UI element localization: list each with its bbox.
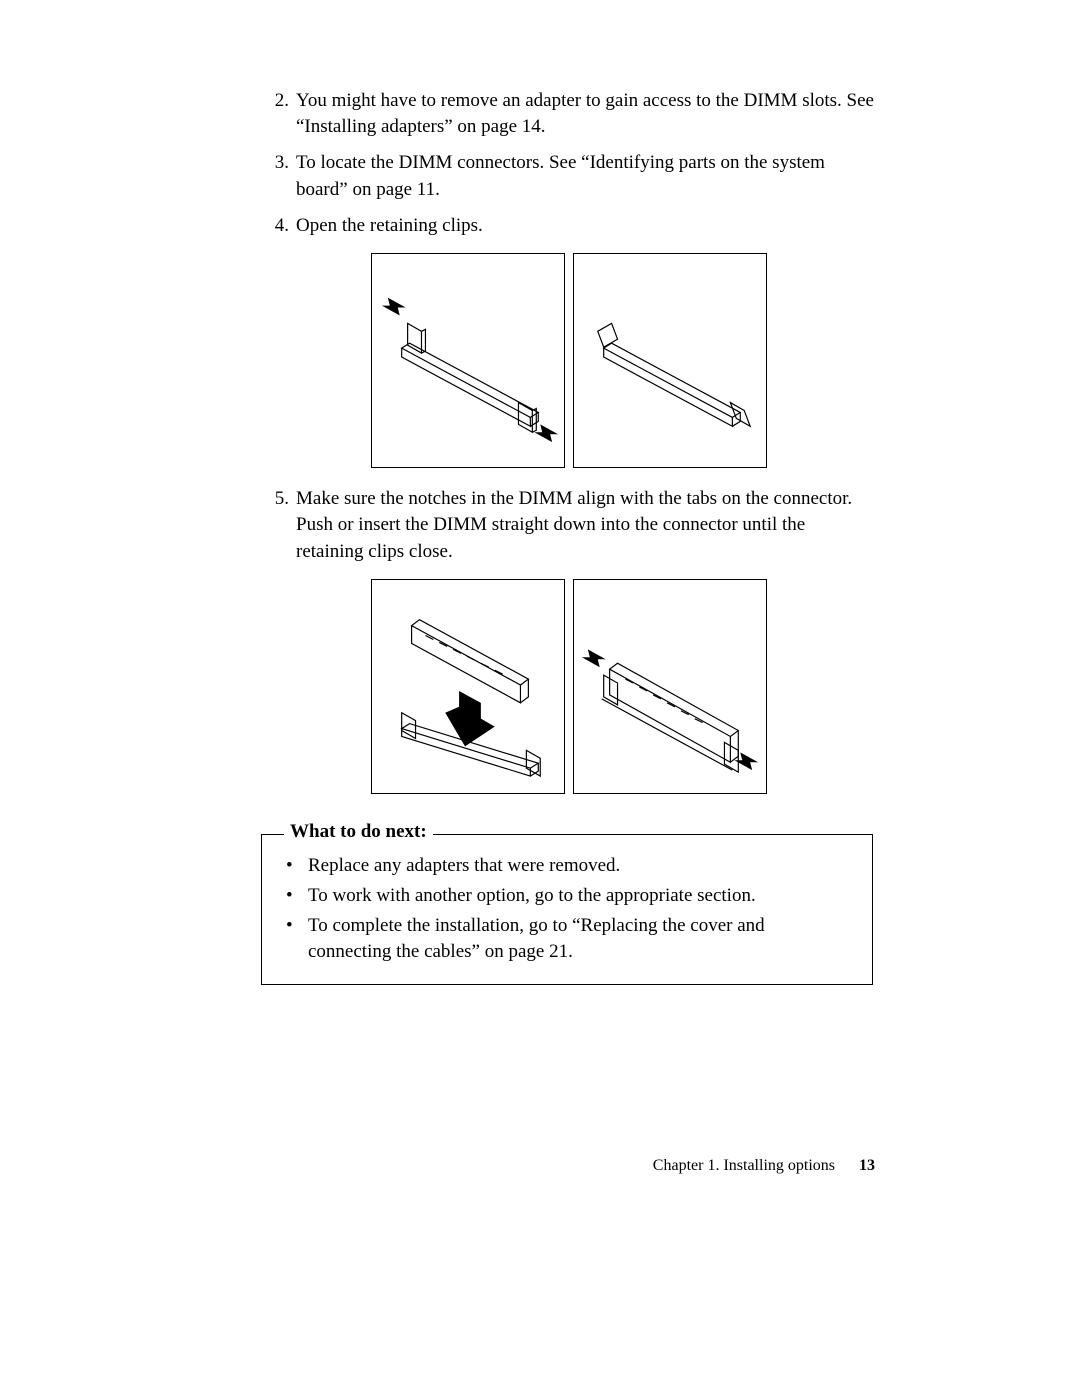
step-4-text: Open the retaining clips. [296,215,483,236]
figure-dimm-insert-seated [573,579,767,794]
figure-row-2 [261,579,877,794]
footer-page-number: 13 [859,1157,875,1174]
dimm-clips-open-right-icon [574,253,766,468]
step-3: 3. To locate the DIMM connectors. See “I… [261,150,877,202]
dimm-clips-open-left-icon [372,253,564,468]
content-area: 2. You might have to remove an adapter t… [261,88,877,985]
arrow-down-icon [445,691,494,746]
step-5-text: Make sure the notches in the DIMM align … [296,488,852,561]
dimm-insert-above-icon [372,579,564,794]
dimm-insert-seated-icon [574,579,766,794]
page-footer: Chapter 1. Installing options 13 [653,1157,875,1175]
callout-item-2: To work with another option, go to the a… [284,883,850,909]
figure-clips-open-left [371,253,565,468]
step-3-number: 3. [261,150,289,176]
step-2-text: You might have to remove an adapter to g… [296,90,874,137]
what-to-do-next-box: What to do next: Replace any adapters th… [261,834,873,985]
step-5: 5. Make sure the notches in the DIMM ali… [261,486,877,565]
step-5-number: 5. [261,486,289,512]
callout-item-1: Replace any adapters that were removed. [284,853,850,879]
figure-clips-open-right [573,253,767,468]
figure-row-1 [261,253,877,468]
page: 2. You might have to remove an adapter t… [0,0,1080,1397]
step-2: 2. You might have to remove an adapter t… [261,88,877,140]
footer-chapter: Chapter 1. Installing options [653,1157,835,1174]
step-2-number: 2. [261,88,289,114]
step-4-number: 4. [261,213,289,239]
step-3-text: To locate the DIMM connectors. See “Iden… [296,152,825,199]
callout-item-3: To complete the installation, go to “Rep… [284,913,850,965]
figure-dimm-insert-above [371,579,565,794]
callout-title: What to do next: [284,821,433,843]
callout-list: Replace any adapters that were removed. … [284,853,850,966]
step-4: 4. Open the retaining clips. [261,213,877,239]
